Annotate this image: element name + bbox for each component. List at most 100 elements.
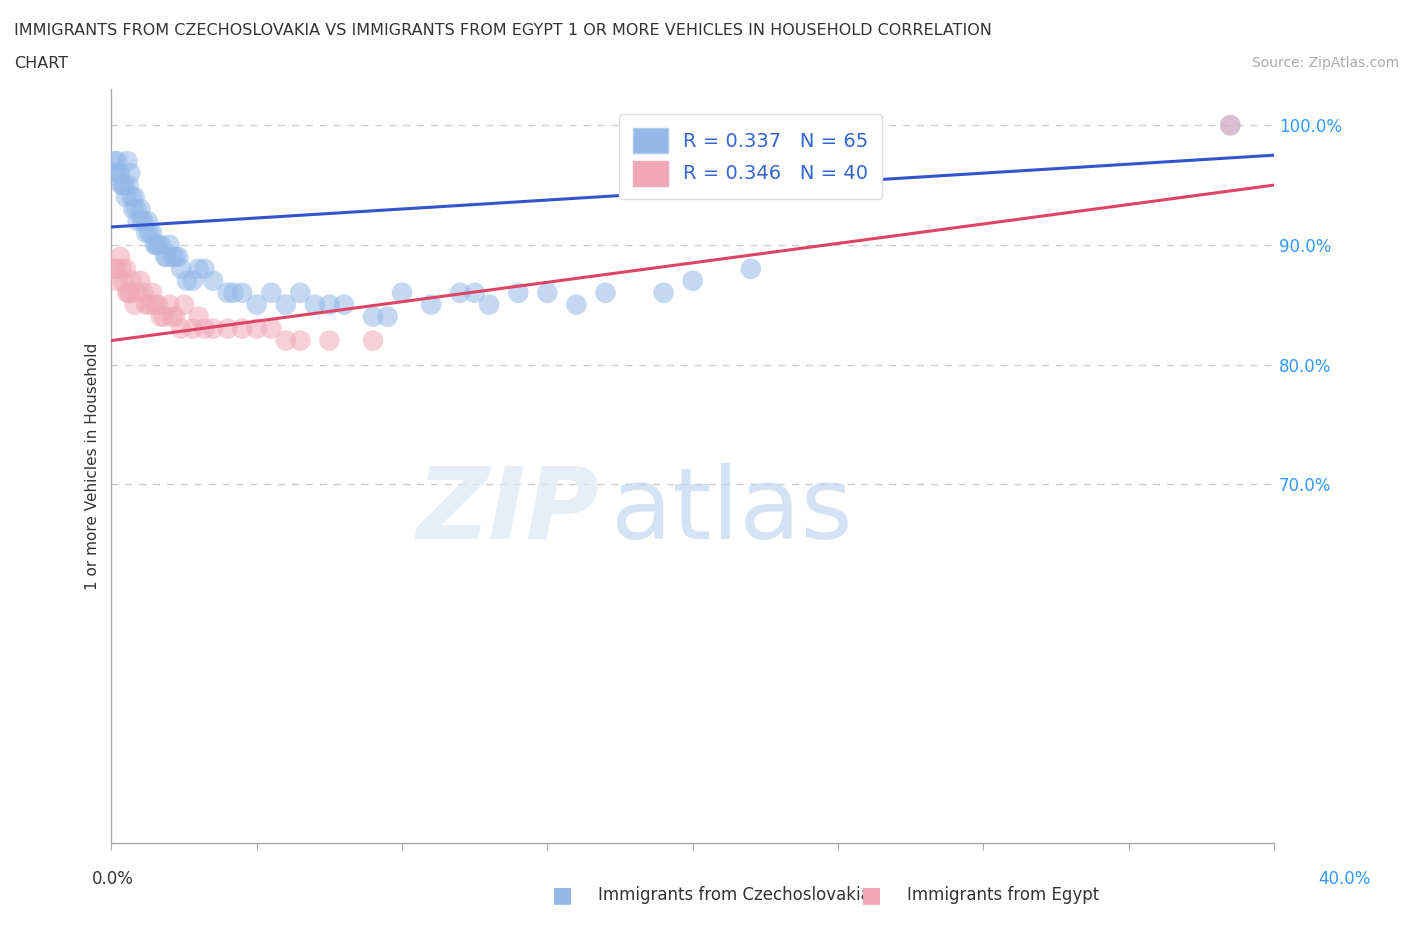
Point — [246, 298, 269, 312]
Point — [110, 178, 132, 193]
Point — [104, 166, 127, 180]
Point — [304, 298, 326, 312]
Point — [132, 214, 155, 229]
Point — [193, 321, 215, 336]
Point — [740, 261, 762, 276]
Point — [565, 298, 588, 312]
Point — [361, 309, 384, 324]
Point — [170, 261, 193, 276]
Text: 0.0%: 0.0% — [91, 870, 134, 888]
Point — [173, 298, 195, 312]
Point — [217, 286, 239, 300]
Text: ■: ■ — [553, 884, 572, 905]
Point — [108, 249, 131, 264]
Text: Source: ZipAtlas.com: Source: ZipAtlas.com — [1251, 56, 1399, 70]
Point — [103, 153, 125, 168]
Point — [127, 286, 149, 300]
Point — [141, 225, 163, 240]
Point — [464, 286, 486, 300]
Point — [181, 321, 204, 336]
Point — [274, 333, 297, 348]
Point — [202, 321, 225, 336]
Point — [152, 309, 174, 324]
Point — [682, 273, 704, 288]
Point — [290, 333, 312, 348]
Point — [290, 286, 312, 300]
Point — [536, 286, 558, 300]
Point — [202, 273, 225, 288]
Point — [124, 298, 146, 312]
Point — [149, 309, 172, 324]
Point — [165, 249, 187, 264]
Point — [231, 286, 253, 300]
Point — [149, 237, 172, 252]
Point — [146, 298, 169, 312]
Point — [120, 286, 142, 300]
Text: atlas: atlas — [612, 463, 853, 560]
Point — [121, 190, 143, 205]
Point — [361, 333, 384, 348]
Point — [104, 261, 127, 276]
Point — [138, 225, 160, 240]
Point — [449, 286, 471, 300]
Text: 40.0%: 40.0% — [1319, 870, 1371, 888]
Point — [105, 153, 128, 168]
Point — [129, 202, 152, 217]
Text: Immigrants from Egypt: Immigrants from Egypt — [907, 885, 1099, 904]
Point — [377, 309, 399, 324]
Point — [132, 286, 155, 300]
Point — [246, 321, 269, 336]
Point — [143, 298, 166, 312]
Point — [156, 249, 179, 264]
Point — [1219, 118, 1241, 133]
Point — [141, 286, 163, 300]
Point — [187, 309, 209, 324]
Point — [159, 237, 181, 252]
Point — [165, 309, 187, 324]
Point — [117, 286, 139, 300]
Point — [167, 249, 190, 264]
Point — [115, 261, 138, 276]
Text: ■: ■ — [862, 884, 882, 905]
Point — [110, 261, 132, 276]
Text: CHART: CHART — [14, 56, 67, 71]
Point — [391, 286, 413, 300]
Point — [105, 273, 128, 288]
Point — [117, 153, 139, 168]
Point — [193, 261, 215, 276]
Point — [138, 298, 160, 312]
Point — [170, 321, 193, 336]
Point — [112, 273, 135, 288]
Point — [115, 190, 138, 205]
Point — [108, 166, 131, 180]
Point — [1219, 118, 1241, 133]
Point — [107, 166, 129, 180]
Point — [118, 286, 141, 300]
Point — [260, 286, 283, 300]
Text: Immigrants from Czechoslovakia: Immigrants from Czechoslovakia — [598, 885, 870, 904]
Point — [217, 321, 239, 336]
Point — [135, 225, 157, 240]
Text: IMMIGRANTS FROM CZECHOSLOVAKIA VS IMMIGRANTS FROM EGYPT 1 OR MORE VEHICLES IN HO: IMMIGRANTS FROM CZECHOSLOVAKIA VS IMMIGR… — [14, 23, 993, 38]
Point — [187, 261, 209, 276]
Point — [124, 190, 146, 205]
Point — [333, 298, 356, 312]
Point — [120, 166, 142, 180]
Legend: R = 0.337   N = 65, R = 0.346   N = 40: R = 0.337 N = 65, R = 0.346 N = 40 — [619, 114, 883, 199]
Point — [260, 321, 283, 336]
Point — [652, 286, 675, 300]
Point — [318, 333, 340, 348]
Point — [118, 178, 141, 193]
Point — [508, 286, 530, 300]
Point — [274, 298, 297, 312]
Point — [122, 202, 145, 217]
Point — [129, 273, 152, 288]
Point — [136, 214, 159, 229]
Point — [595, 286, 617, 300]
Y-axis label: 1 or more Vehicles in Household: 1 or more Vehicles in Household — [86, 342, 100, 590]
Point — [231, 321, 253, 336]
Point — [176, 273, 198, 288]
Point — [146, 237, 169, 252]
Point — [420, 298, 443, 312]
Point — [131, 214, 153, 229]
